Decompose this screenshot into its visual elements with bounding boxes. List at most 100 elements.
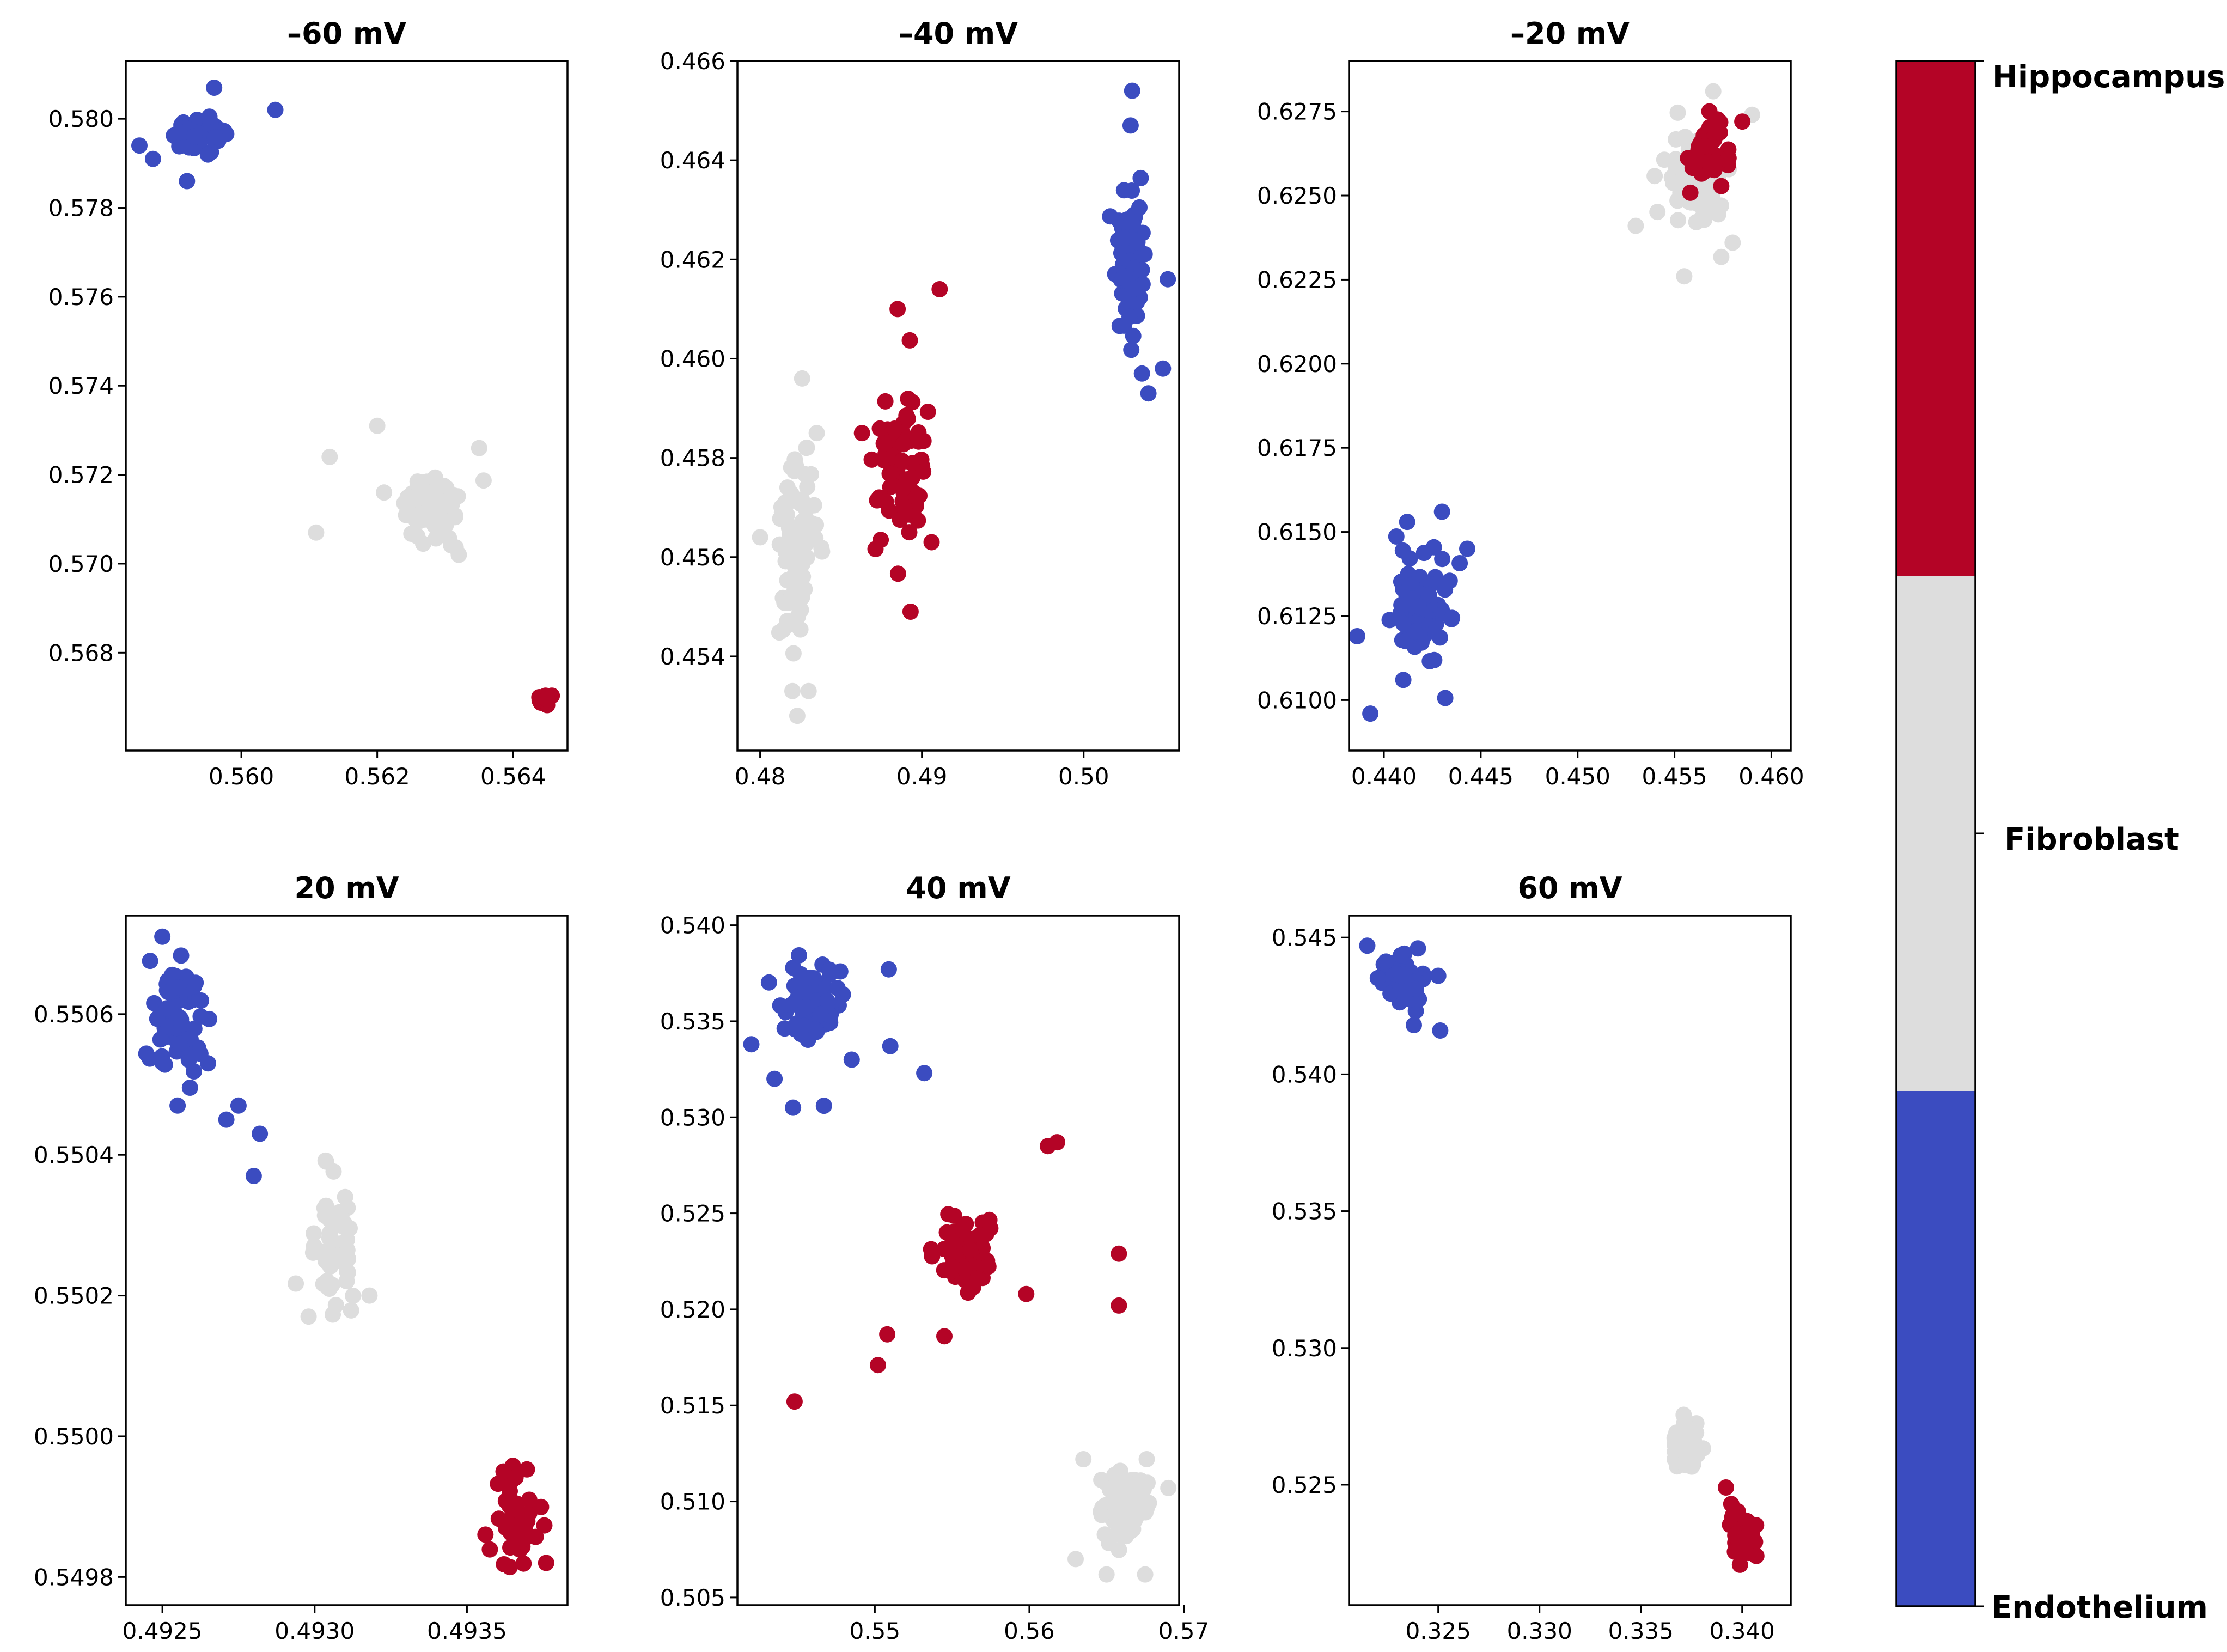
point-fibroblast <box>784 492 801 509</box>
point-hippocampus <box>936 1328 953 1345</box>
point-fibroblast <box>438 513 455 530</box>
x-tick-label: 0.564 <box>480 763 546 790</box>
point-fibroblast <box>321 1281 338 1297</box>
point-endothelium <box>1406 1017 1422 1033</box>
x-tick-label: 0.335 <box>1608 1618 1674 1644</box>
point-fibroblast <box>338 1263 355 1279</box>
point-endothelium <box>187 974 204 991</box>
point-fibroblast <box>785 645 802 662</box>
y-tick-label: 0.510 <box>660 1489 725 1515</box>
point-fibroblast <box>428 530 444 547</box>
point-fibroblast <box>1649 204 1666 221</box>
x-tick-label: 0.440 <box>1351 763 1417 790</box>
point-fibroblast <box>402 489 419 506</box>
point-hippocampus <box>896 499 913 516</box>
point-fibroblast <box>300 1308 317 1325</box>
point-endothelium <box>1410 940 1426 957</box>
point-endothelium <box>802 969 819 986</box>
y-tick-label: 0.580 <box>48 106 114 132</box>
y-tick-label: 0.572 <box>48 462 114 489</box>
axes-frame <box>736 60 1180 752</box>
point-hippocampus <box>981 1211 998 1228</box>
point-endothelium <box>171 124 188 141</box>
point-hippocampus <box>1701 103 1718 120</box>
point-fibroblast <box>318 1153 334 1170</box>
point-fibroblast <box>1646 168 1663 185</box>
point-fibroblast <box>774 621 791 638</box>
point-endothelium <box>1123 213 1140 230</box>
point-fibroblast <box>361 1287 378 1304</box>
y-tick-label: 0.505 <box>660 1584 725 1611</box>
point-hippocampus <box>539 691 556 708</box>
colorbar-segment-endothelium <box>1896 1091 1975 1606</box>
point-endothelium <box>181 1080 198 1096</box>
point-endothelium <box>791 947 807 964</box>
point-endothelium <box>1408 980 1425 997</box>
y-tick-label: 0.574 <box>48 373 114 399</box>
y-tick-label: 0.6150 <box>1257 519 1337 546</box>
point-fibroblast <box>1668 131 1685 148</box>
y-tick-label: 0.5498 <box>34 1564 114 1590</box>
point-fibroblast <box>772 510 789 527</box>
point-endothelium <box>131 137 148 154</box>
point-endothelium <box>1432 1022 1449 1039</box>
point-endothelium <box>882 1038 899 1054</box>
x-tick-label: 0.4935 <box>427 1618 507 1644</box>
point-endothelium <box>1437 575 1454 592</box>
point-hippocampus <box>1111 1297 1127 1314</box>
point-endothelium <box>1369 970 1386 986</box>
point-hippocampus <box>901 471 918 487</box>
point-endothelium <box>158 1000 175 1017</box>
y-tick-label: 0.6225 <box>1257 266 1337 293</box>
point-hippocampus <box>1711 124 1728 141</box>
x-tick-label: 0.4925 <box>123 1618 203 1644</box>
point-fibroblast <box>792 601 809 618</box>
point-fibroblast <box>808 425 825 442</box>
point-endothelium <box>1392 981 1409 998</box>
y-tick-label: 0.5500 <box>34 1423 114 1450</box>
point-endothelium <box>1395 672 1412 688</box>
point-hippocampus <box>923 534 940 551</box>
point-hippocampus <box>1723 1496 1740 1513</box>
point-fibroblast <box>341 1220 358 1236</box>
point-fibroblast <box>797 466 814 483</box>
y-tick-label: 0.568 <box>48 639 114 666</box>
scatter-points <box>752 82 1176 724</box>
point-endothelium <box>1406 624 1423 641</box>
point-endothelium <box>1349 628 1365 644</box>
scatter-panels: –60 mV 0.560 0.562 0.564 0.568 0.570 0.572 0.57… <box>34 16 1804 1644</box>
point-hippocampus <box>910 512 926 529</box>
point-hippocampus <box>502 1483 518 1499</box>
point-fibroblast <box>345 1288 362 1304</box>
point-endothelium <box>170 979 187 996</box>
point-hippocampus <box>1111 1245 1127 1262</box>
point-fibroblast <box>1093 1507 1110 1523</box>
panel-title: –60 mV <box>287 16 406 51</box>
point-endothelium <box>1102 208 1119 225</box>
point-hippocampus <box>955 1221 971 1238</box>
point-fibroblast <box>794 370 810 387</box>
point-endothelium <box>199 146 216 163</box>
point-hippocampus <box>931 281 948 297</box>
point-endothelium <box>1431 629 1448 646</box>
point-hippocampus <box>1697 138 1713 155</box>
point-hippocampus <box>1742 1516 1759 1532</box>
point-hippocampus <box>869 492 886 509</box>
point-fibroblast <box>288 1275 304 1292</box>
point-endothelium <box>1126 281 1143 297</box>
point-endothelium <box>1160 271 1176 288</box>
point-endothelium <box>1451 555 1468 571</box>
point-endothelium <box>1133 365 1150 382</box>
colorbar-label-endothelium: Endothelium <box>1991 1590 2208 1625</box>
panel-4: 20 mV 0.4925 0.4930 0.4935 0.5498 0.5500 0.550… <box>34 871 569 1644</box>
panel-title: 60 mV <box>1517 871 1622 905</box>
point-endothelium <box>218 1111 235 1128</box>
point-fibroblast <box>1118 1504 1134 1521</box>
point-endothelium <box>267 101 284 118</box>
y-tick-label: 0.535 <box>660 1008 725 1035</box>
point-endothelium <box>1437 690 1454 706</box>
point-hippocampus <box>536 1517 553 1534</box>
point-fibroblast <box>1132 1472 1149 1489</box>
point-hippocampus <box>919 404 936 420</box>
